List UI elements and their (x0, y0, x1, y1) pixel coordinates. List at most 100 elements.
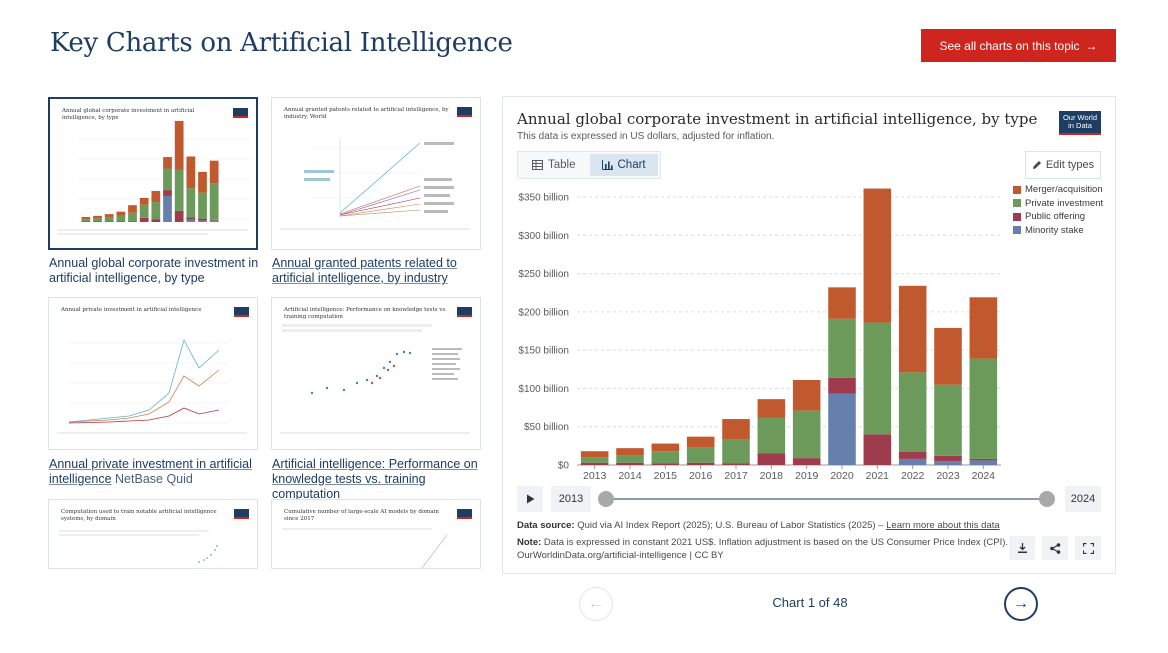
mini-bar (81, 216, 91, 220)
thumbnail-large-scale-models[interactable]: Cumulative number of large-scale AI mode… (271, 499, 481, 569)
previous-chart-button[interactable]: ← (579, 587, 613, 621)
legend-swatch (1013, 212, 1021, 221)
legend-swatch (1013, 199, 1021, 208)
mini-bar (209, 160, 219, 184)
y-tick-label: $100 billion (518, 384, 569, 395)
bar-private-investment-2023 (934, 384, 962, 456)
download-button[interactable] (1009, 536, 1035, 560)
bar-private-investment-2020 (828, 318, 856, 378)
bar-private-investment-2018 (757, 417, 786, 454)
thumbnail-mini-title: Computation used to train notable artifi… (61, 509, 217, 522)
bar-minority-stake-2024 (969, 460, 998, 465)
bar-merger-acquisition-2023 (934, 327, 962, 385)
thumbnail-patents[interactable]: Annual granted patents related to artifi… (271, 97, 481, 250)
mini-bar (116, 215, 126, 222)
thumbnail-mini-title: Annual private investment in artificial … (61, 307, 202, 313)
thumbnail-caption-patents[interactable]: Annual granted patents related to artifi… (272, 256, 457, 285)
legend-item-private[interactable]: Private investment (1013, 197, 1103, 211)
legend-item-minority[interactable]: Minority stake (1013, 224, 1103, 238)
mini-bar (163, 168, 172, 191)
mini-bar (104, 216, 114, 222)
mini-bar (209, 220, 219, 222)
y-tick-label: $300 billion (518, 231, 569, 242)
bar-public-offering-2015 (651, 463, 680, 465)
tab-chart[interactable]: Chart (589, 154, 658, 176)
tab-table[interactable]: Table (520, 154, 588, 176)
bar-public-offering-2022 (898, 451, 927, 459)
mini-bar (174, 120, 184, 170)
x-tick-label: 2020 (830, 470, 854, 482)
owid-logo-mini (457, 307, 472, 317)
owid-logo[interactable]: Our World in Data (1059, 111, 1101, 135)
mini-bar (139, 204, 149, 218)
mini-bar (186, 219, 196, 222)
thumbnail-caption-knowledge-tests[interactable]: Artificial intelligence: Performance on … (272, 457, 478, 501)
thumbnail-private-investment[interactable]: Annual private investment in artificial … (48, 297, 258, 450)
legend-swatch (1013, 226, 1021, 235)
bar-merger-acquisition-2017 (722, 419, 750, 440)
mini-bar (198, 220, 207, 222)
y-tick-label: $50 billion (524, 422, 569, 433)
mini-bar (186, 156, 196, 189)
owid-logo-mini (234, 509, 249, 519)
thumbnail-caption-private-investment[interactable]: Annual private investment in artificial … (49, 457, 252, 486)
edit-types-button[interactable]: Edit types (1025, 151, 1101, 179)
x-tick-label: 2024 (972, 470, 996, 482)
thumbnail-mini-title: Cumulative number of large-scale AI mode… (284, 509, 439, 522)
mini-bar (198, 192, 207, 219)
mini-bar (174, 210, 184, 222)
timeline-end-year[interactable]: 2024 (1065, 486, 1101, 512)
bar-private-investment-2013 (580, 457, 609, 463)
timeline: 2013 2024 (517, 486, 1101, 512)
share-icon (1049, 542, 1060, 554)
bar-private-investment-2019 (792, 410, 821, 459)
thumbnail-chart (282, 528, 448, 568)
chart-url[interactable]: OurWorldinData.org/artificial-intelligen… (517, 550, 724, 561)
bar-merger-acquisition-2013 (580, 451, 609, 458)
learn-more-link[interactable]: Learn more about this data (886, 520, 1000, 531)
bar-public-offering-2019 (792, 458, 821, 465)
timeline-start-handle[interactable] (598, 491, 614, 507)
chart-subtitle: This data is expressed in US dollars, ad… (517, 131, 775, 142)
next-chart-button[interactable]: → (1004, 587, 1038, 621)
bar-merger-acquisition-2022 (898, 285, 927, 373)
bar-private-investment-2015 (651, 451, 680, 464)
mini-bar (93, 218, 102, 222)
thumbnail-chart (280, 138, 470, 230)
legend-item-merger[interactable]: Merger/acquisition (1013, 183, 1103, 197)
play-button[interactable] (517, 486, 543, 512)
mini-bar (163, 157, 172, 169)
table-icon (532, 160, 543, 170)
x-tick-label: 2023 (936, 470, 960, 482)
mini-bar (81, 219, 91, 222)
mini-bar (139, 217, 149, 222)
chart-source-notes: Data source: Quid via AI Index Report (2… (517, 519, 1017, 562)
thumbnail-caption-corporate-investment[interactable]: Annual global corporate investment in ar… (49, 256, 259, 285)
mini-bar (174, 169, 184, 211)
bar-minority-stake-2022 (898, 458, 927, 465)
thumbnail-corporate-investment[interactable]: Annual global corporate investment in ar… (48, 97, 258, 250)
x-tick-label: 2019 (795, 470, 819, 482)
see-all-charts-button[interactable]: See all charts on this topic → (921, 29, 1116, 62)
mini-bar (198, 218, 207, 221)
mini-bar (128, 205, 137, 213)
y-tick-label: $200 billion (518, 307, 569, 318)
timeline-end-handle[interactable] (1039, 491, 1055, 507)
mini-bar (209, 219, 219, 221)
thumbnail-knowledge-tests[interactable]: Artificial intelligence: Performance on … (271, 297, 481, 450)
mini-bar (81, 221, 91, 222)
legend-item-public[interactable]: Public offering (1013, 210, 1103, 224)
chart-legend: Merger/acquisition Private investment Pu… (1013, 183, 1103, 237)
bar-private-investment-2014 (616, 455, 644, 463)
thumbnail-chart (57, 338, 247, 434)
bar-minority-stake-2020 (828, 393, 856, 465)
timeline-track[interactable] (605, 498, 1045, 500)
fullscreen-button[interactable] (1075, 536, 1101, 560)
bar-merger-acquisition-2016 (686, 436, 715, 448)
timeline-start-year[interactable]: 2013 (551, 486, 591, 512)
share-button[interactable] (1042, 536, 1068, 560)
bar-public-offering-2016 (686, 462, 715, 465)
bar-private-investment-2016 (686, 447, 715, 463)
view-tabs: Table Chart (517, 151, 661, 179)
thumbnail-training-computation[interactable]: Computation used to train notable artifi… (48, 499, 258, 569)
